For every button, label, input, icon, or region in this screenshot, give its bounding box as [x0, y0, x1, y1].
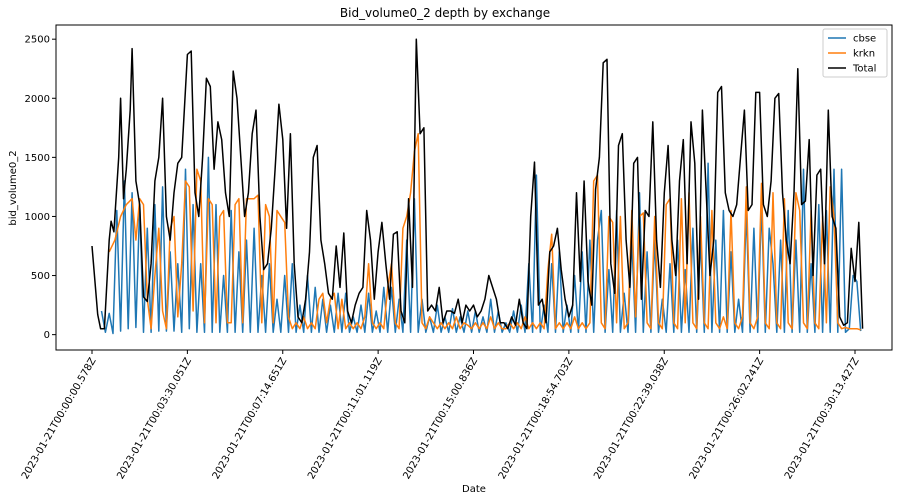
y-tick-label: 1000 — [25, 212, 50, 223]
x-tick-label: 2023-01-21T00:11:01.119Z — [306, 356, 385, 481]
x-axis: 2023-01-21T00:00:00.578Z 2023-01-21T00:03… — [20, 350, 862, 481]
x-tick-label: 2023-01-21T00:00:00.578Z — [20, 356, 99, 481]
legend-label-cbse: cbse — [853, 34, 876, 45]
legend: cbse krkn Total — [822, 28, 888, 78]
x-tick-label: 2023-01-21T00:26:02.241Z — [688, 356, 767, 481]
legend-label-krkn: krkn — [853, 49, 875, 60]
x-tick-label: 2023-01-21T00:30:13.427Z — [783, 356, 862, 481]
legend-label-total: Total — [852, 64, 876, 75]
y-tick-label: 0 — [44, 330, 50, 341]
plot-area — [91, 38, 864, 335]
y-tick-label: 2500 — [25, 35, 50, 46]
y-tick-label: 1500 — [25, 153, 50, 164]
legend-box — [822, 28, 888, 78]
x-tick-label: 2023-01-21T00:22:39.038Z — [592, 356, 671, 481]
y-tick-label: 500 — [31, 271, 50, 282]
y-tick-label: 2000 — [25, 94, 50, 105]
x-tick-label: 2023-01-21T00:15:00.836Z — [401, 356, 480, 481]
chart-title: Bid_volume0_2 depth by exchange — [340, 6, 550, 20]
y-axis-label: bid_volume0_2 — [8, 150, 19, 225]
series-line-krkn — [108, 132, 861, 331]
y-axis: 0 500 1000 1500 2000 2500 — [25, 35, 56, 341]
x-tick-label: 2023-01-21T00:07:14.651Z — [211, 356, 290, 481]
x-axis-label: Date — [462, 484, 486, 495]
x-tick-label: 2023-01-21T00:03:30.051Z — [115, 356, 194, 481]
series-line-total — [91, 38, 864, 330]
x-tick-label: 2023-01-21T00:18:54.703Z — [497, 356, 576, 481]
